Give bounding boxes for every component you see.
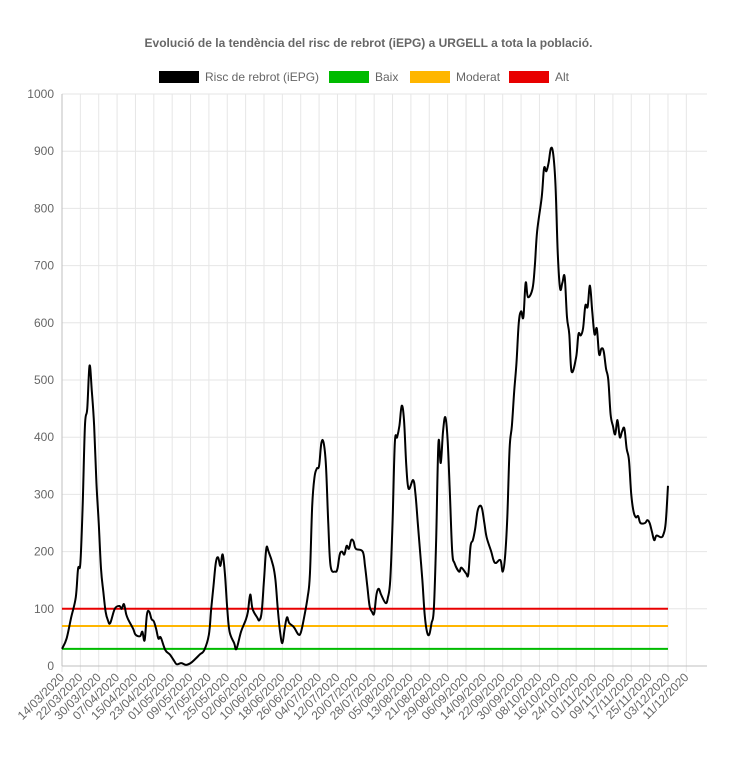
legend-swatch-risc — [159, 71, 199, 83]
grid-layer — [61, 93, 707, 672]
y-tick-label: 1000 — [27, 87, 54, 101]
legend-item-alt[interactable]: Alt — [509, 69, 569, 85]
legend-item-moderat[interactable]: Moderat — [410, 69, 500, 85]
y-tick-label: 0 — [47, 659, 54, 673]
legend-label-moderat: Moderat — [456, 70, 501, 84]
legend-label-risc: Risc de rebrot (iEPG) — [205, 70, 320, 84]
y-tick-label: 400 — [34, 430, 54, 444]
y-tick-label: 500 — [34, 373, 54, 387]
y-tick-label: 800 — [34, 201, 54, 215]
y-tick-label: 100 — [34, 602, 54, 616]
label-layer: 0100200300400500600700800900100014/03/20… — [15, 87, 692, 723]
legend: Risc de rebrot (iEPG) Baix Moderat Alt — [0, 69, 737, 87]
y-tick-label: 900 — [34, 144, 54, 158]
y-tick-label: 700 — [34, 259, 54, 273]
legend-swatch-baix — [329, 71, 369, 83]
axis-layer — [61, 94, 707, 667]
legend-item-baix[interactable]: Baix — [329, 69, 398, 85]
series-layer — [61, 146, 669, 666]
legend-swatch-alt — [509, 71, 549, 83]
legend-label-baix: Baix — [375, 70, 399, 84]
y-tick-label: 200 — [34, 545, 54, 559]
legend-swatch-moderat — [410, 71, 450, 83]
y-tick-label: 300 — [34, 487, 54, 501]
chart-title: Evolució de la tendència del risc de reb… — [144, 36, 593, 50]
legend-label-alt: Alt — [555, 70, 570, 84]
legend-item-risc[interactable]: Risc de rebrot (iEPG) — [159, 69, 319, 85]
series-line-risc-de-rebrot-iepg[interactable] — [61, 146, 669, 666]
y-tick-label: 600 — [34, 316, 54, 330]
